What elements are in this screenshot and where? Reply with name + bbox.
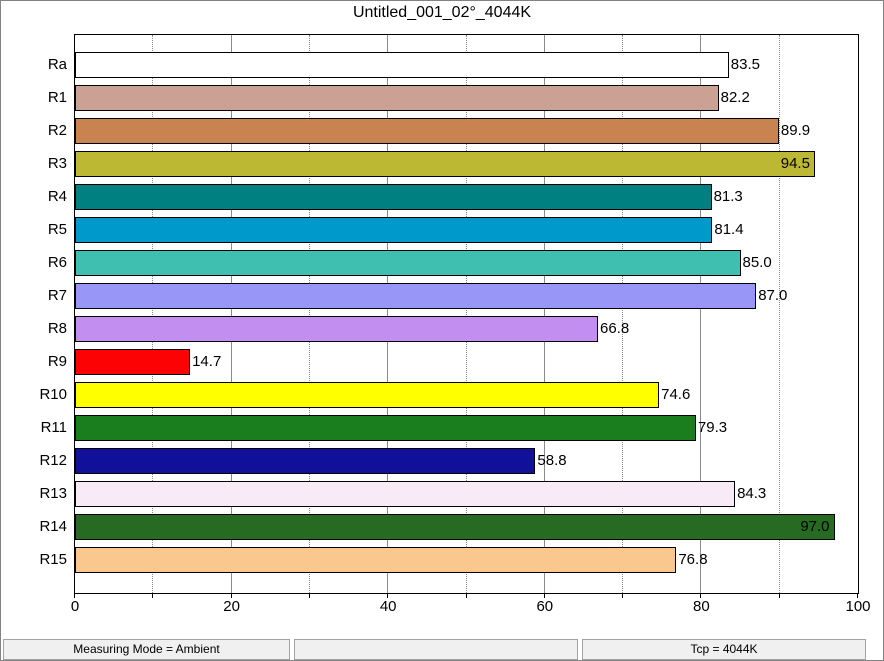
axis-tick-70 [622, 594, 624, 598]
value-label-R2: 89.9 [780, 122, 811, 139]
value-label-R1: 82.2 [720, 89, 750, 106]
gridline-70 [622, 35, 624, 593]
x-tick-label-0: 0 [70, 598, 80, 615]
status-measuring-mode: Measuring Mode = Ambient [3, 639, 290, 660]
category-label-R12: R12 [39, 452, 67, 469]
bar-R8 [75, 316, 599, 342]
category-label-Ra: Ra [47, 56, 67, 73]
bar-R11 [75, 415, 696, 441]
category-label-R6: R6 [47, 254, 67, 271]
plot-area: 83.5 82.2 89.9 94.5 81.3 81.4 85.0 87.0 66.8 14.7… [74, 34, 859, 594]
gridline-10 [152, 35, 154, 593]
axis-tick-40 [387, 594, 389, 598]
value-label-R13: 84.3 [737, 485, 767, 502]
bar-R7 [75, 283, 757, 309]
axis-tick-60 [543, 594, 545, 598]
value-label-R10: 74.6 [661, 386, 691, 403]
category-label-R7: R7 [47, 287, 67, 304]
bar-R9 [75, 349, 191, 375]
value-label-R15: 76.8 [678, 551, 708, 568]
value-label-R11: 79.3 [697, 419, 728, 436]
category-label-R10: R10 [39, 386, 67, 403]
value-label-R4: 81.3 [713, 188, 743, 205]
value-label-R12: 58.8 [537, 452, 567, 469]
value-label-R3: 94.5 [780, 155, 810, 172]
value-label-R14: 97.0 [800, 518, 830, 535]
axis-tick-30 [308, 594, 310, 598]
status-tcp: Tcp = 4044K [582, 639, 866, 660]
bar-R3 [75, 151, 815, 177]
x-tick-label-80: 80 [693, 598, 710, 615]
x-tick-label-60: 60 [536, 598, 554, 615]
gridline-50 [465, 35, 467, 593]
axis-tick-50 [465, 594, 467, 598]
bar-R14 [75, 514, 835, 540]
status-empty-cell [294, 639, 578, 660]
axis-tick-90 [778, 594, 780, 598]
axis-tick-100 [857, 594, 858, 598]
bar-R4 [75, 184, 712, 210]
category-label-R3: R3 [47, 155, 67, 172]
category-label-R9: R9 [47, 353, 67, 370]
value-label-R5: 81.4 [714, 221, 744, 238]
bar-R2 [75, 118, 779, 144]
bar-R13 [75, 481, 736, 507]
bar-R6 [75, 250, 741, 276]
axis-tick-0 [74, 594, 75, 598]
gridline-90 [778, 35, 780, 593]
category-label-R8: R8 [47, 320, 67, 337]
value-label-R8: 66.8 [600, 320, 630, 337]
x-tick-label-20: 20 [223, 598, 240, 615]
category-label-R11: R11 [40, 419, 67, 436]
axis-tick-80 [700, 594, 702, 598]
bar-R15 [75, 547, 677, 573]
x-tick-label-40: 40 [379, 598, 397, 615]
category-label-R13: R13 [39, 485, 67, 502]
value-label-R7: 87.0 [758, 287, 788, 304]
value-label-R6: 85.0 [742, 254, 772, 271]
axis-tick-10 [152, 594, 154, 598]
x-tick-label-100: 100 [845, 598, 871, 615]
category-label-R5: R5 [47, 221, 67, 238]
bar-R1 [75, 85, 719, 111]
bar-R5 [75, 217, 713, 243]
chart-title: Untitled_001_02°_4044K [352, 4, 532, 21]
value-label-R9: 14.7 [192, 353, 222, 370]
gridline-20 [230, 35, 232, 593]
value-label-Ra: 83.5 [730, 56, 760, 73]
gridline-60 [543, 35, 545, 593]
category-label-R2: R2 [47, 122, 67, 139]
gridline-80 [700, 35, 702, 593]
bar-Ra [75, 52, 729, 78]
category-label-R15: R15 [39, 551, 67, 568]
category-label-R1: R1 [47, 89, 67, 106]
bar-R10 [75, 382, 660, 408]
category-label-R14: R14 [39, 518, 67, 535]
category-label-R4: R4 [47, 188, 67, 205]
axis-tick-20 [230, 594, 232, 598]
bar-R12 [75, 448, 536, 474]
gridline-30 [308, 35, 310, 593]
gridline-40 [387, 35, 389, 593]
